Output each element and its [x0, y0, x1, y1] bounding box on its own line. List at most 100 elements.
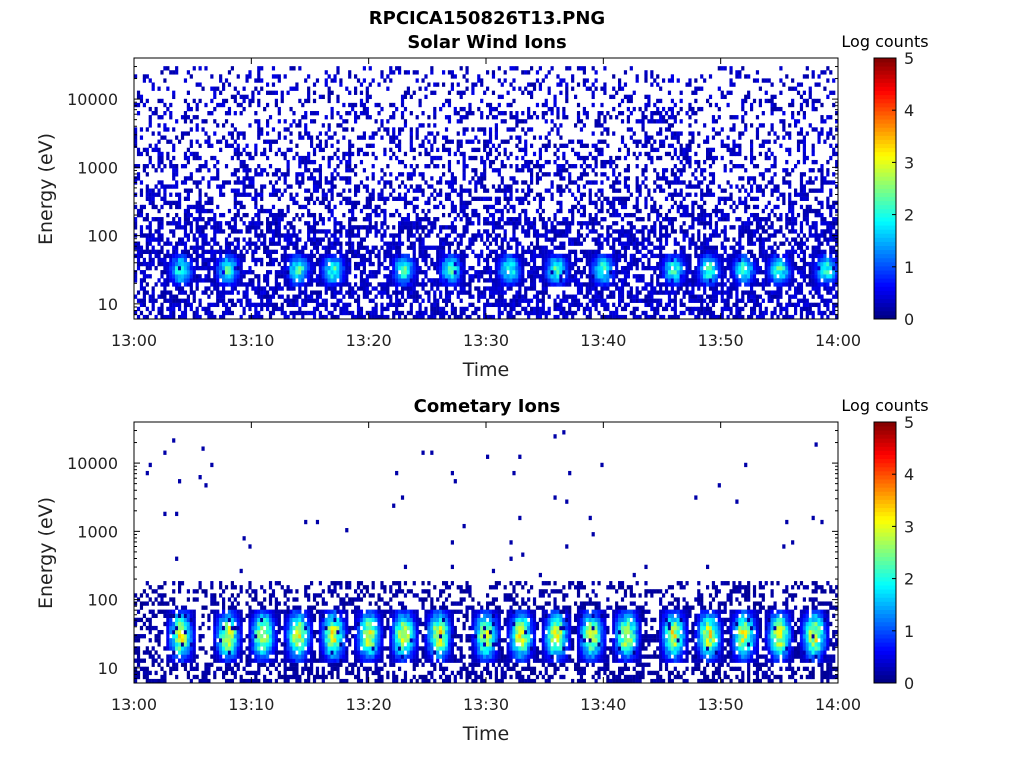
heatmap-cell — [450, 257, 454, 263]
heatmap-cell — [178, 282, 182, 287]
heatmap-cell — [503, 192, 507, 197]
heatmap-cell — [268, 192, 273, 197]
heatmap-cell — [503, 147, 507, 153]
heatmap-cell — [380, 176, 384, 181]
heatmap-cell — [562, 253, 566, 259]
heatmap-cell — [659, 176, 663, 181]
heatmap-cell — [442, 237, 446, 242]
heatmap-cell — [600, 245, 604, 250]
heatmap-cell — [515, 217, 519, 222]
heatmap-cell — [532, 225, 537, 230]
heatmap-cell — [213, 265, 217, 271]
heatmap-cell — [271, 127, 276, 132]
heatmap-cell — [248, 229, 252, 234]
heatmap-cell — [178, 196, 182, 201]
heatmap-cell — [594, 290, 598, 295]
heatmap-cell — [406, 265, 410, 271]
heatmap-cell — [591, 229, 595, 234]
heatmap-cell — [286, 159, 290, 165]
heatmap-cell — [198, 245, 202, 250]
heatmap-cell — [403, 106, 408, 112]
heatmap-cell — [213, 270, 217, 275]
heatmap-cell — [186, 188, 190, 193]
heatmap-cell — [154, 217, 158, 222]
heatmap-cell — [310, 310, 314, 316]
heatmap-cell — [503, 164, 507, 169]
heatmap-cell — [295, 274, 299, 279]
heatmap-cell — [500, 294, 504, 299]
heatmap-cell — [351, 204, 355, 210]
heatmap-cell — [266, 282, 270, 287]
heatmap-cell — [662, 188, 666, 193]
heatmap-cell — [418, 225, 422, 230]
heatmap-cell — [618, 270, 622, 275]
heatmap-cell — [289, 241, 293, 246]
heatmap-cell — [626, 115, 630, 120]
heatmap-cell — [644, 102, 648, 108]
heatmap-cell — [430, 131, 434, 136]
heatmap-cell — [568, 237, 572, 242]
heatmap-cell — [662, 139, 666, 144]
heatmap-cell — [650, 135, 654, 140]
heatmap-cell — [151, 306, 155, 312]
heatmap-cell — [459, 196, 463, 201]
heatmap-cell — [186, 106, 190, 112]
heatmap-cell — [477, 286, 481, 291]
heatmap-cell — [444, 139, 449, 144]
heatmap-cell — [301, 298, 305, 303]
heatmap-cell — [650, 74, 654, 79]
heatmap-cell — [571, 237, 575, 242]
heatmap-cell — [260, 151, 264, 157]
heatmap-cell — [160, 261, 164, 267]
heatmap-cell — [186, 261, 190, 267]
heatmap-cell — [166, 253, 170, 259]
heatmap-cell — [450, 139, 454, 144]
heatmap-cell — [644, 298, 648, 303]
heatmap-cell — [626, 282, 630, 287]
heatmap-cell — [298, 98, 302, 104]
heatmap-cell — [312, 314, 317, 320]
heatmap-cell — [500, 82, 504, 87]
heatmap-cell — [380, 233, 384, 238]
heatmap-cell — [392, 196, 396, 201]
heatmap-cell — [468, 188, 472, 193]
heatmap-cell — [151, 233, 155, 238]
heatmap-cell — [312, 265, 317, 271]
heatmap-cell — [518, 86, 522, 91]
heatmap-cell — [321, 155, 325, 161]
heatmap-cell — [471, 208, 475, 214]
heatmap-cell — [656, 111, 660, 116]
heatmap-cell — [180, 253, 185, 259]
heatmap-cell — [650, 196, 654, 201]
heatmap-cell — [321, 192, 325, 197]
heatmap-cell — [568, 306, 572, 312]
heatmap-cell — [532, 265, 537, 271]
heatmap-cell — [506, 265, 510, 271]
heatmap-cell — [359, 159, 364, 165]
heatmap-cell — [348, 241, 352, 246]
heatmap-cell — [515, 143, 519, 148]
heatmap-cell — [453, 176, 457, 181]
heatmap-cell — [415, 265, 419, 271]
heatmap-cell — [506, 314, 510, 320]
heatmap-cell — [442, 265, 446, 271]
heatmap-cell — [409, 176, 413, 181]
heatmap-cell — [242, 274, 246, 279]
heatmap-cell — [486, 208, 490, 214]
heatmap-cell — [348, 261, 352, 267]
heatmap-cell — [612, 253, 616, 259]
heatmap-cell — [568, 176, 572, 181]
heatmap-cell — [403, 314, 408, 320]
heatmap-cell — [465, 282, 469, 287]
heatmap-cell — [389, 274, 393, 279]
heatmap-cell — [459, 106, 463, 112]
heatmap-cell — [647, 102, 651, 108]
heatmap-cell — [178, 253, 182, 259]
heatmap-cell — [142, 204, 146, 210]
heatmap-cell — [626, 184, 630, 189]
heatmap-cell — [169, 111, 173, 116]
heatmap-cell — [233, 282, 237, 287]
heatmap-cell — [568, 208, 572, 214]
heatmap-cell — [271, 82, 276, 87]
heatmap-cell — [418, 253, 422, 259]
